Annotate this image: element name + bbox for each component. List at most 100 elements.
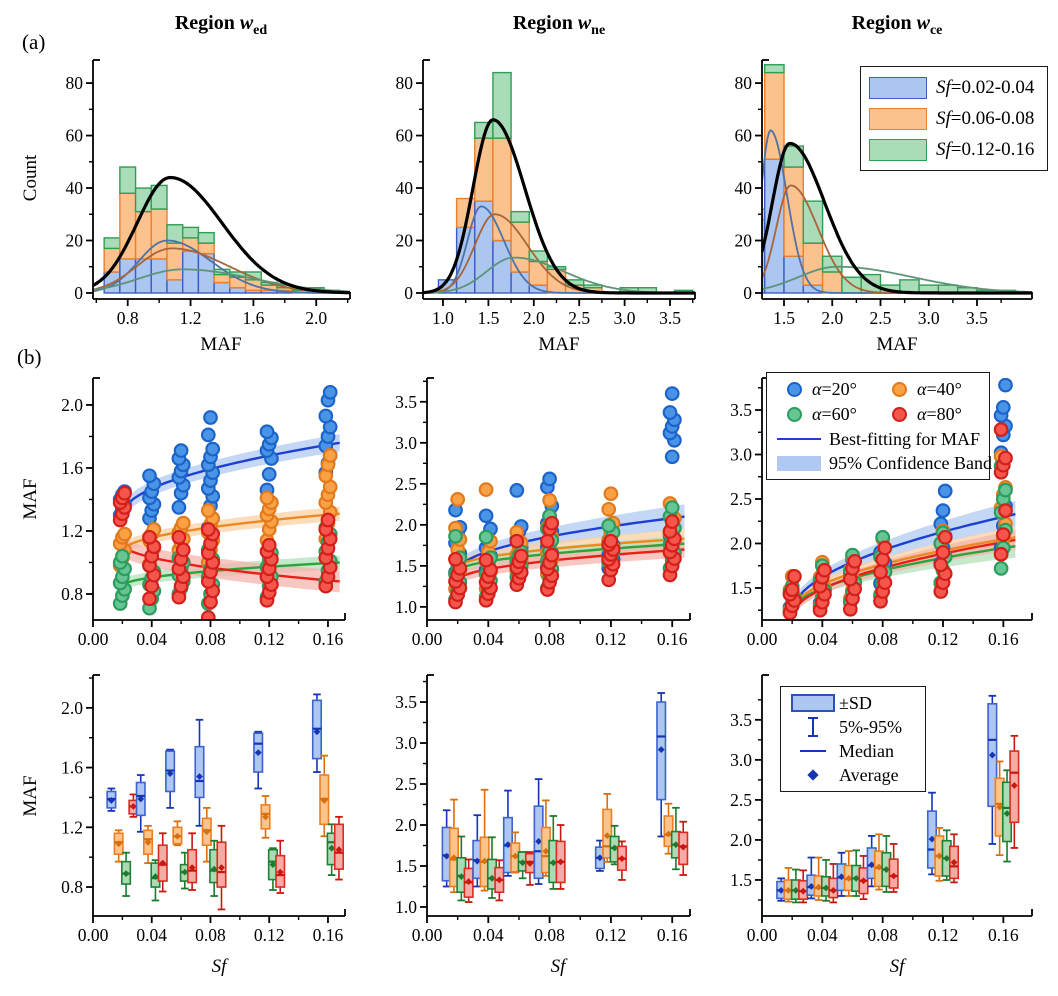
svg-text:1.6: 1.6 — [242, 308, 264, 328]
box-a20 — [987, 694, 998, 845]
title-sub: ce — [929, 23, 943, 38]
tick-labels: 0.00 0.04 0.08 0.12 0.16 1.0 1.5 2.0 2.5 3.0 3.5 — [395, 692, 688, 945]
average-marker — [950, 858, 958, 866]
scatter-point — [937, 529, 953, 545]
a20-dot — [787, 382, 802, 397]
histogram-bar — [546, 268, 567, 294]
svg-text:0.16: 0.16 — [313, 629, 344, 649]
x-axis-label-maf-3: MAF — [876, 334, 918, 355]
confidence-band-a80 — [122, 534, 340, 593]
scatter-point — [601, 518, 617, 534]
svg-text:3.5: 3.5 — [966, 308, 988, 328]
title-sub: ne — [591, 23, 606, 38]
svg-text:3.0: 3.0 — [614, 308, 636, 328]
scatter-point — [478, 508, 494, 524]
svg-text:2.0: 2.0 — [523, 308, 545, 328]
svg-text:0.8: 0.8 — [117, 308, 139, 328]
axes — [755, 59, 1033, 306]
average-marker — [603, 832, 611, 840]
box-a40 — [260, 795, 271, 839]
histogram-bar — [802, 200, 824, 244]
svg-text:0.04: 0.04 — [807, 925, 838, 945]
title-var: w — [577, 12, 592, 34]
average-marker — [815, 883, 823, 891]
fit-line-a40 — [791, 536, 1016, 613]
box-a80 — [187, 832, 198, 891]
svg-text:0.16: 0.16 — [657, 629, 688, 649]
sf3-swatch — [869, 138, 927, 161]
scatter-point — [322, 384, 338, 400]
x-axis-label-sf-2: Sf — [550, 956, 566, 977]
scatter-point — [873, 564, 888, 580]
svg-text:40: 40 — [396, 178, 414, 198]
title-text: Region — [512, 12, 578, 34]
svg-text:0.00: 0.00 — [78, 925, 109, 945]
average-marker — [276, 868, 284, 876]
panel-c3: 0.00 0.04 0.08 0.12 0.16 1.5 2.0 2.5 3.0 3.5 — [730, 674, 1033, 945]
legend-item-sd: ±SD — [787, 691, 919, 715]
scatter-point — [662, 405, 678, 420]
average-marker — [943, 854, 951, 862]
legend-item-pct: 5%-95% — [787, 715, 919, 739]
svg-text:2.0: 2.0 — [61, 698, 83, 718]
scatter-point — [261, 537, 277, 553]
legend-item-sf2: Sf=0.06-0.08 — [869, 103, 1039, 134]
distribution-curve-black — [93, 175, 350, 295]
scatter-point — [995, 400, 1011, 415]
scatter-point — [509, 483, 525, 498]
svg-text:0.16: 0.16 — [313, 925, 344, 945]
box-a80 — [524, 851, 536, 886]
histogram-bar — [213, 273, 231, 284]
axes — [86, 59, 351, 306]
scatter-point — [142, 468, 157, 484]
svg-text:3.5: 3.5 — [395, 392, 417, 412]
svg-text:0.08: 0.08 — [195, 925, 226, 945]
axes — [755, 674, 1033, 923]
svg-text:3.5: 3.5 — [730, 400, 752, 420]
svg-text:1.5: 1.5 — [477, 308, 499, 328]
y-axis-label-maf-row-c: MAF — [20, 775, 41, 817]
average-marker — [137, 795, 145, 803]
average-marker — [860, 877, 867, 885]
distribution-curve-steel — [93, 239, 350, 294]
svg-text:80: 80 — [66, 73, 84, 93]
box-a20 — [135, 774, 146, 833]
histogram-bar — [197, 231, 215, 244]
average-marker — [549, 859, 557, 867]
tick-labels: 0.00 0.04 0.08 0.12 0.16 1.0 1.5 2.0 2.5 3.0 3.5 — [395, 392, 688, 649]
distribution-curve-green — [762, 265, 1032, 293]
histogram-bar — [213, 281, 231, 294]
scatter-point — [205, 441, 221, 457]
histogram-bar — [244, 271, 262, 281]
box-a20 — [165, 748, 176, 809]
scatter-point — [542, 471, 557, 487]
scatter-point — [877, 540, 893, 556]
svg-text:3.5: 3.5 — [730, 710, 752, 730]
box-a80 — [157, 832, 168, 893]
svg-text:2.0: 2.0 — [730, 830, 752, 850]
fit-line-a80 — [121, 542, 340, 583]
svg-text:2.5: 2.5 — [730, 489, 752, 509]
histogram-bar — [764, 71, 785, 160]
average-marker — [996, 803, 1004, 811]
axes — [86, 377, 346, 627]
svg-text:60: 60 — [396, 126, 414, 146]
histogram-bar — [197, 252, 215, 294]
average-marker — [890, 872, 898, 880]
svg-text:0.12: 0.12 — [928, 629, 959, 649]
svg-text:2.0: 2.0 — [821, 308, 843, 328]
box-a80 — [216, 824, 227, 911]
scatter-point — [937, 483, 953, 499]
box-a80 — [858, 855, 869, 901]
legend-label: Sf=0.06-0.08 — [936, 107, 1035, 129]
box-a40 — [201, 806, 212, 863]
scatter-point — [933, 557, 949, 573]
svg-text:0.00: 0.00 — [747, 629, 778, 649]
svg-text:1.0: 1.0 — [395, 897, 417, 917]
axes — [416, 59, 696, 306]
scatter-points-a80 — [448, 514, 682, 610]
scatter-point — [847, 553, 863, 569]
box-a80 — [275, 839, 286, 894]
svg-text:0.04: 0.04 — [136, 629, 167, 649]
sd-box-swatch — [791, 694, 835, 712]
